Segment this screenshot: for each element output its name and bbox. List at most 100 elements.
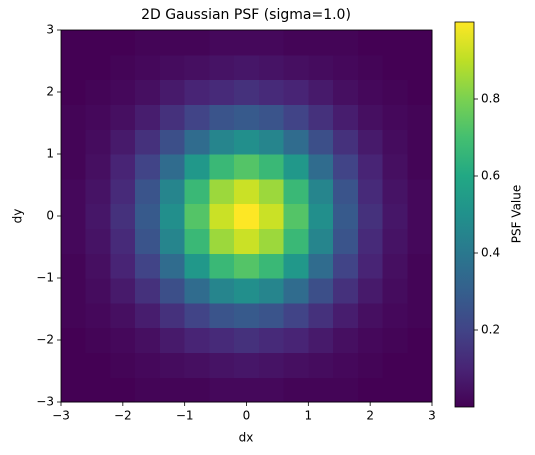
heatmap-cell [85, 154, 112, 180]
heatmap-cell [283, 302, 309, 329]
heatmap-cell [110, 129, 136, 155]
heatmap-cell [283, 377, 309, 403]
heatmap-cell [258, 79, 285, 105]
y-tick-label: 3 [46, 23, 54, 37]
heatmap-cell [110, 228, 136, 254]
heatmap-cell [258, 278, 285, 304]
heatmap-cell [110, 154, 136, 180]
heatmap-cell [135, 178, 161, 205]
heatmap-cell [159, 178, 186, 205]
heatmap-cell [333, 327, 359, 353]
heatmap-cell [184, 54, 210, 81]
x-tick-label: −1 [176, 409, 194, 423]
heatmap-cell [209, 104, 235, 130]
heatmap-cell [184, 278, 210, 304]
heatmap-cell [333, 129, 359, 155]
heatmap-cell [382, 302, 408, 329]
heatmap-cell [234, 302, 260, 329]
heatmap-cell [382, 154, 408, 180]
heatmap-cell [135, 253, 161, 279]
heatmap-cell [234, 79, 260, 105]
heatmap-cell [85, 129, 112, 155]
heatmap-cell [159, 377, 186, 403]
heatmap-cell [234, 352, 260, 378]
heatmap-cell [308, 79, 334, 105]
heatmap-cell [61, 178, 87, 205]
heatmap-cell [283, 30, 309, 56]
heatmap-cell [333, 228, 359, 254]
heatmap-cell [407, 302, 433, 329]
heatmap-cell [184, 79, 210, 105]
heatmap-cell [258, 154, 285, 180]
heatmap-cell [258, 129, 285, 155]
heatmap-cell [184, 377, 210, 403]
heatmap-cell [184, 228, 210, 254]
heatmap-cell [135, 327, 161, 353]
heatmap-cell [258, 302, 285, 329]
y-tick-label: −1 [36, 271, 54, 285]
chart-title: 2D Gaussian PSF (sigma=1.0) [141, 7, 351, 23]
heatmap-cell [110, 104, 136, 130]
heatmap-cell [110, 377, 136, 403]
heatmap-cell [258, 54, 285, 81]
heatmap-cell [258, 377, 285, 403]
heatmap-cell [407, 54, 433, 81]
heatmap-cell [308, 302, 334, 329]
heatmap-cell [159, 352, 186, 378]
heatmap-cell [209, 278, 235, 304]
heatmap-cell [61, 302, 87, 329]
heatmap-cell [258, 352, 285, 378]
heatmap-cell [407, 228, 433, 254]
heatmap-cell [234, 54, 260, 81]
heatmap-cell [135, 129, 161, 155]
heatmap [61, 30, 433, 403]
y-tick-label: −2 [36, 333, 54, 347]
heatmap-cell [382, 79, 408, 105]
colorbar-label: PSF Value [510, 185, 524, 244]
heatmap-cell [61, 129, 87, 155]
heatmap-cell [85, 253, 112, 279]
heatmap-cell [209, 30, 235, 56]
heatmap-cell [61, 154, 87, 180]
heatmap-cell [407, 352, 433, 378]
heatmap-cell [234, 30, 260, 56]
heatmap-cell [184, 154, 210, 180]
heatmap-cell [135, 377, 161, 403]
colorbar-tick-label: 0.4 [481, 246, 500, 260]
heatmap-cell [159, 30, 186, 56]
heatmap-cell [333, 278, 359, 304]
heatmap-cell [283, 228, 309, 254]
heatmap-cell [159, 104, 186, 130]
heatmap-cell [61, 54, 87, 81]
heatmap-cell [209, 352, 235, 378]
heatmap-cell [407, 377, 433, 403]
heatmap-cell [283, 54, 309, 81]
heatmap-cell [283, 253, 309, 279]
heatmap-cell [333, 377, 359, 403]
heatmap-cell [159, 228, 186, 254]
heatmap-cell [184, 302, 210, 329]
heatmap-cell [135, 79, 161, 105]
heatmap-cell [234, 104, 260, 130]
heatmap-cell [209, 79, 235, 105]
heatmap-cell [110, 352, 136, 378]
heatmap-cell [382, 129, 408, 155]
heatmap-cell [159, 79, 186, 105]
heatmap-cell [357, 154, 384, 180]
heatmap-cell [61, 253, 87, 279]
heatmap-cell [357, 30, 384, 56]
heatmap-cell [159, 203, 186, 229]
colorbar-tick-label: 0.2 [481, 323, 500, 337]
heatmap-cell [407, 253, 433, 279]
heatmap-cell [234, 154, 260, 180]
heatmap-cell [61, 377, 87, 403]
heatmap-cell [357, 104, 384, 130]
heatmap-cell [159, 54, 186, 81]
heatmap-cell [61, 327, 87, 353]
heatmap-cell [135, 54, 161, 81]
heatmap-cell [407, 154, 433, 180]
heatmap-cell [382, 30, 408, 56]
heatmap-cell [407, 327, 433, 353]
heatmap-cell [333, 203, 359, 229]
heatmap-cell [159, 129, 186, 155]
